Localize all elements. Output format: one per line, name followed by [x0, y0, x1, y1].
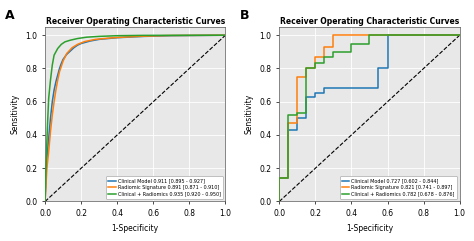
X-axis label: 1-Specificity: 1-Specificity [112, 224, 159, 233]
Title: Receiver Operating Characteristic Curves: Receiver Operating Characteristic Curves [46, 17, 225, 26]
Y-axis label: Sensitivity: Sensitivity [11, 94, 20, 134]
Title: Receiver Operating Characteristic Curves: Receiver Operating Characteristic Curves [280, 17, 459, 26]
Text: A: A [5, 9, 15, 22]
Y-axis label: Sensitivity: Sensitivity [245, 94, 254, 134]
X-axis label: 1-Specificity: 1-Specificity [346, 224, 393, 233]
Legend: Clinical Model 0.727 [0.602 - 0.844], Radiomic Signature 0.821 [0.741 - 0.897], : Clinical Model 0.727 [0.602 - 0.844], Ra… [340, 176, 457, 199]
Legend: Clinical Model 0.911 [0.895 - 0.927], Radiomic Signature 0.891 [0.871 - 0.910], : Clinical Model 0.911 [0.895 - 0.927], Ra… [106, 176, 223, 199]
Text: B: B [240, 9, 249, 22]
